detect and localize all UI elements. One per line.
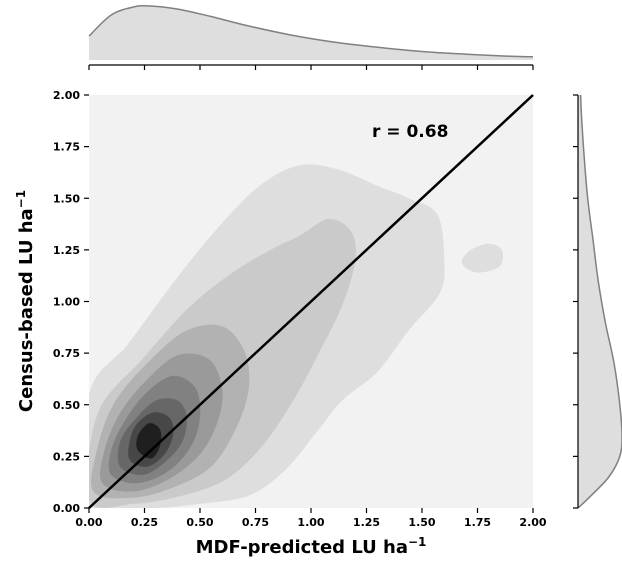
y-axis-label: Census-based LU ha−1 bbox=[14, 190, 37, 412]
x-tick-label: 1.50 bbox=[408, 516, 435, 529]
x-tick-label: 0.50 bbox=[186, 516, 213, 529]
x-marginal-density bbox=[88, 4, 534, 70]
x-axis-label: MDF-predicted LU ha−1 bbox=[196, 535, 427, 558]
y-tick-label: 2.00 bbox=[53, 89, 80, 102]
contour-level-8-8 bbox=[136, 423, 162, 459]
y-tick-label: 1.00 bbox=[53, 296, 80, 309]
y-tick-label: 0.25 bbox=[53, 450, 80, 463]
x-tick-label: 2.00 bbox=[519, 516, 546, 529]
x-tick-label: 1.00 bbox=[297, 516, 324, 529]
x-marginal-curve bbox=[88, 4, 534, 58]
x-tick-label: 1.25 bbox=[353, 516, 380, 529]
x-tick-label: 0.75 bbox=[242, 516, 269, 529]
x-tick-label: 0.00 bbox=[75, 516, 102, 529]
correlation-annotation: r = 0.68 bbox=[372, 122, 448, 142]
x-marginal-area bbox=[89, 5, 533, 61]
y-tick-label: 1.25 bbox=[53, 244, 80, 257]
y-tick-label: 0.50 bbox=[53, 399, 80, 412]
density-contours bbox=[89, 164, 504, 508]
y-tick-label: 1.50 bbox=[53, 192, 80, 205]
y-marginal-curve bbox=[577, 94, 622, 509]
x-tick-label: 1.75 bbox=[464, 516, 491, 529]
y-tick-label: 0.75 bbox=[53, 347, 80, 360]
x-axis: 0.00 0.25 0.50 0.75 1.00 1.25 1.50 1.75 2.00 bbox=[75, 508, 547, 529]
y-marginal-density bbox=[573, 94, 622, 509]
reference-line bbox=[88, 94, 534, 509]
y-axis: 0.00 0.25 0.50 0.75 1.00 1.25 1.50 1.75 2.00 bbox=[53, 89, 89, 515]
x-tick-label: 0.25 bbox=[131, 516, 158, 529]
y-tick-label: 1.75 bbox=[53, 141, 80, 154]
y-marginal-area bbox=[578, 95, 622, 508]
contour-level-1-1 bbox=[461, 243, 504, 273]
y-tick-label: 0.00 bbox=[53, 502, 80, 515]
